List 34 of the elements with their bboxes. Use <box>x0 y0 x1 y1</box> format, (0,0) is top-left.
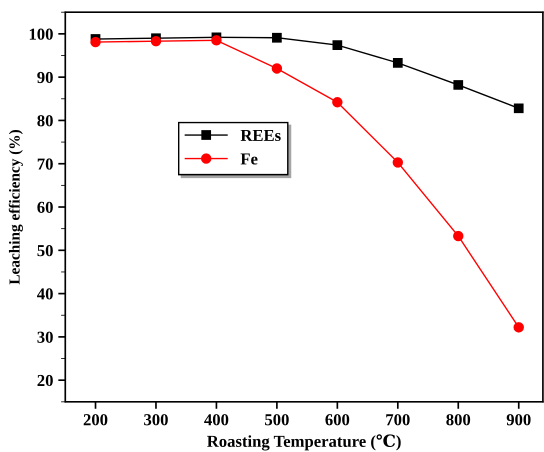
y-tick-label: 50 <box>37 245 53 256</box>
x-tick-label: 200 <box>84 414 108 426</box>
point <box>514 103 524 114</box>
x-tick-label: 900 <box>506 414 531 426</box>
y-tick-label: 80 <box>37 115 53 126</box>
point <box>453 230 464 242</box>
x-axis-title: Roasting Temperature (℃) <box>207 434 401 450</box>
point <box>514 322 524 333</box>
y-axis-title: Leaching efficiency (%) <box>8 130 23 284</box>
point <box>332 97 343 108</box>
point <box>90 36 101 48</box>
point <box>392 58 403 68</box>
y-tick-label: 60 <box>37 202 53 213</box>
x-tick-label: 700 <box>386 414 410 426</box>
y-tick-label: 20 <box>38 374 53 386</box>
point <box>332 40 342 50</box>
point <box>272 63 282 74</box>
point <box>392 157 404 168</box>
point <box>150 36 162 46</box>
legend-label: Fe <box>240 153 258 165</box>
point <box>453 80 464 90</box>
y-tick-label: 90 <box>37 72 53 84</box>
x-tick-label: 600 <box>325 414 350 426</box>
x-tick-label: 400 <box>204 414 228 426</box>
x-tick-label: 500 <box>265 414 289 426</box>
y-tick-label: 70 <box>38 158 53 170</box>
x-tick-label: 300 <box>144 414 168 426</box>
point <box>211 35 222 46</box>
point <box>272 32 282 43</box>
x-tick-label: 800 <box>446 414 470 426</box>
y-tick-label: 100 <box>30 28 53 40</box>
y-tick-label: 40 <box>37 288 53 300</box>
y-tick-label: 30 <box>37 332 53 343</box>
legend-label: REEs <box>240 130 281 142</box>
